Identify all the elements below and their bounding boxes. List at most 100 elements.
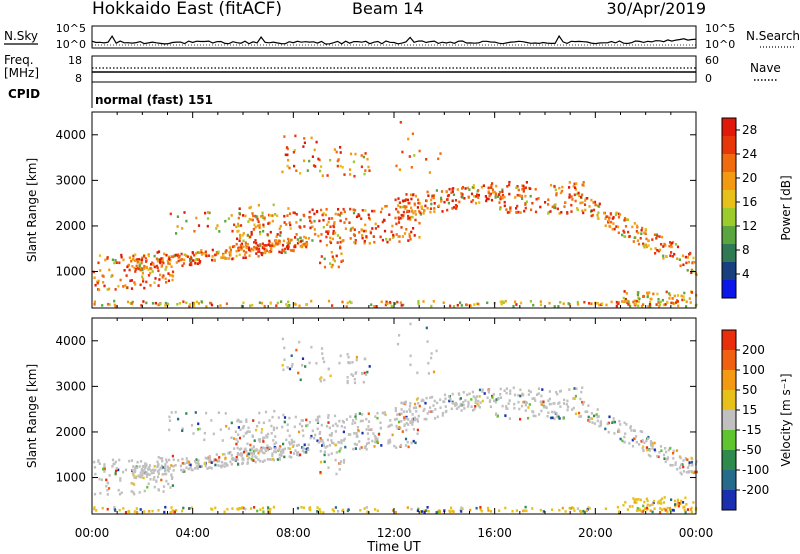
range-cell (210, 461, 213, 464)
range-cell (494, 196, 497, 199)
range-cell (498, 193, 501, 196)
range-cell (655, 237, 658, 240)
range-cell (286, 164, 289, 168)
range-cell (456, 188, 459, 191)
range-cell (524, 186, 527, 189)
range-cell (658, 248, 662, 252)
range-cell (411, 193, 415, 197)
y-tick-label: 2000 (55, 219, 86, 233)
range-cell (487, 509, 490, 512)
range-cell (395, 164, 398, 168)
range-cell (262, 446, 265, 449)
freq-label: Freq. (4, 53, 34, 67)
range-cell (656, 234, 659, 238)
range-cell (423, 209, 426, 212)
range-cell (188, 303, 191, 306)
range-cell (323, 460, 326, 464)
range-cell (368, 428, 371, 431)
range-cell (597, 211, 600, 214)
range-cell (632, 437, 636, 441)
range-cell (302, 434, 305, 438)
range-cell (537, 197, 540, 200)
range-cell (591, 421, 594, 424)
range-cell (689, 508, 692, 511)
range-cell (485, 199, 488, 203)
range-cell (257, 451, 260, 455)
range-cell (657, 298, 660, 301)
range-cell (309, 508, 312, 512)
range-cell (464, 187, 467, 190)
range-cell (268, 239, 271, 243)
range-cell (381, 411, 384, 415)
range-cell (272, 439, 275, 442)
range-cell (134, 268, 138, 271)
range-cell (235, 438, 238, 441)
range-cell (571, 408, 574, 411)
range-cell (240, 224, 243, 227)
range-cell (326, 223, 329, 226)
range-cell (639, 237, 642, 240)
range-cell (149, 284, 152, 287)
range-cell (279, 224, 282, 228)
range-cell (450, 506, 453, 510)
range-cell (626, 299, 629, 303)
range-cell (336, 424, 339, 428)
range-cell (645, 245, 649, 249)
range-cell (573, 509, 576, 512)
range-cell (323, 360, 326, 364)
range-cell (451, 199, 454, 203)
range-cell (174, 464, 177, 467)
range-cell (662, 453, 666, 457)
range-cell (668, 244, 671, 248)
range-cell (522, 187, 525, 191)
range-cell (649, 305, 652, 308)
colorbar-segment (722, 190, 736, 209)
range-cell (459, 301, 462, 304)
range-cell (329, 262, 332, 265)
range-cell (373, 209, 376, 213)
range-cell (598, 424, 601, 428)
range-cell (376, 437, 379, 441)
range-cell (444, 410, 447, 414)
range-cell (426, 506, 429, 509)
range-cell (640, 304, 644, 308)
range-cell (629, 425, 632, 428)
range-cell (671, 255, 674, 258)
range-cell (502, 301, 505, 305)
range-cell (455, 407, 458, 410)
colorbar-tick-label: -100 (742, 463, 769, 477)
range-cell (416, 417, 419, 421)
range-cell (551, 416, 554, 420)
range-cell (687, 260, 690, 264)
range-cell (321, 439, 324, 442)
range-cell (286, 366, 289, 369)
range-cell (142, 471, 145, 474)
range-cell (327, 367, 330, 371)
range-cell (637, 498, 640, 501)
range-cell (631, 505, 634, 508)
range-cell (183, 258, 186, 262)
range-cell (365, 417, 368, 421)
range-cell (211, 258, 214, 262)
range-cell (246, 233, 249, 237)
range-cell (250, 507, 253, 510)
range-cell (268, 511, 271, 514)
range-cell (329, 374, 332, 378)
range-cell (558, 508, 561, 512)
range-cell (293, 425, 296, 429)
range-cell (558, 401, 561, 404)
range-cell (692, 501, 695, 504)
range-cell (93, 460, 96, 464)
range-cell (436, 415, 439, 419)
range-cell (675, 449, 678, 452)
range-cell (303, 141, 306, 145)
range-cell (196, 262, 199, 265)
range-cell (403, 205, 406, 208)
range-cell (476, 402, 479, 406)
range-cell (135, 476, 138, 480)
range-cell (432, 370, 436, 374)
range-cell (286, 241, 289, 245)
range-cell (540, 409, 543, 413)
range-cell (478, 201, 481, 204)
range-cell (568, 388, 571, 391)
